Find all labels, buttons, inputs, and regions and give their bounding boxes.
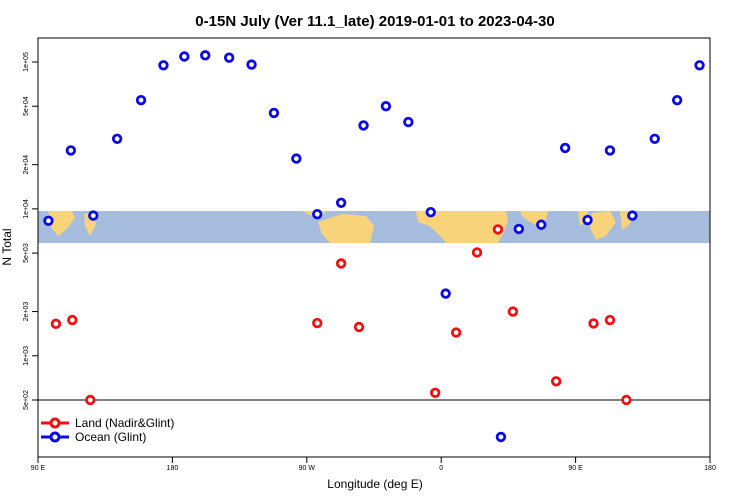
land-point-6	[430, 387, 441, 398]
ocean-point-26	[649, 133, 660, 145]
land-point-3	[312, 317, 323, 329]
x-tick-label-0: 90 E	[31, 465, 46, 472]
land-point-12	[588, 318, 599, 329]
ocean-point-16	[403, 116, 414, 128]
land-point-14	[621, 394, 632, 406]
ocean-point-28	[694, 60, 705, 71]
ocean-point-25	[627, 210, 638, 221]
x-tick-label-5: 180	[704, 465, 716, 472]
x-axis-label: Longitude (deg E)	[327, 477, 422, 491]
land-point-8	[471, 247, 483, 258]
legend-marker-ocean	[49, 431, 61, 443]
ocean-point-15	[380, 101, 392, 112]
ocean-point-17	[425, 206, 436, 218]
ocean-point-20	[513, 223, 525, 235]
ocean-point-1	[65, 145, 77, 156]
ocean-point-19	[495, 431, 507, 443]
ocean-point-0	[43, 215, 54, 226]
legend-label-land: Land (Nadir&Glint)	[75, 416, 174, 430]
y-tick-label-2: 2e+03	[23, 302, 30, 322]
y-tick-label-0: 5e+02	[23, 390, 30, 410]
ocean-point-22	[559, 142, 571, 154]
ocean-point-9	[246, 59, 257, 70]
ocean-point-23	[582, 214, 593, 226]
land-southeast-asia	[590, 211, 616, 240]
ocean-point-27	[671, 94, 683, 106]
ocean-point-24	[604, 145, 616, 156]
ocean-point-8	[223, 52, 235, 63]
chart-title: 0-15N July (Ver 11.1_late) 2019-01-01 to…	[195, 13, 554, 30]
land-point-11	[550, 376, 562, 387]
y-tick-label-4: 1e+04	[23, 199, 30, 219]
ocean-point-21	[536, 219, 547, 230]
x-tick-label-4: 90 E	[568, 465, 583, 472]
y-tick-label-6: 5e+04	[23, 96, 30, 116]
data-points	[43, 50, 705, 443]
land-borneo-sumatra	[48, 211, 75, 236]
land-point-4	[335, 258, 347, 269]
y-tick-label-5: 2e+04	[23, 155, 30, 175]
x-tick-label-1: 180	[167, 465, 179, 472]
ocean-point-6	[179, 51, 190, 62]
land-point-1	[67, 314, 78, 326]
y-tick-label-7: 1e+05	[23, 52, 30, 72]
land-point-5	[353, 321, 365, 333]
legend-marker-land	[49, 417, 61, 429]
x-tick-label-2: 90 W	[299, 465, 316, 472]
x-tick-label-3: 0	[439, 465, 443, 472]
y-tick-label-1: 1e+03	[23, 346, 30, 366]
ocean-point-5	[158, 60, 169, 71]
legend-label-ocean: Ocean (Glint)	[75, 430, 146, 444]
ocean-point-14	[358, 120, 369, 131]
land-point-2	[85, 394, 96, 406]
ocean-point-4	[135, 94, 147, 106]
y-axis-label: N Total	[0, 228, 14, 265]
ocean-point-18	[440, 288, 451, 299]
land-south-america	[318, 214, 374, 243]
land-africa	[416, 211, 508, 243]
ocean-point-11	[291, 153, 302, 164]
land-point-9	[492, 224, 504, 235]
ocean-point-12	[312, 209, 323, 220]
map-band	[38, 211, 710, 243]
y-tick-label-3: 5e+03	[23, 243, 30, 263]
land-point-13	[604, 314, 616, 326]
ocean-point-2	[88, 210, 99, 221]
ocean-point-3	[111, 133, 123, 145]
y-axis: 5e+02 1e+03 2e+03 5e+03 1e+04 2e+04 5e+04 1e+05	[23, 52, 38, 410]
x-axis: 90 E 180 90 W 0 90 E 180	[31, 457, 716, 472]
land-point-0	[50, 318, 62, 330]
land-point-7	[450, 327, 462, 338]
ocean-point-7	[200, 50, 211, 61]
land-point-10	[507, 306, 519, 317]
plot-frame	[37, 37, 711, 458]
ocean-point-10	[268, 107, 280, 119]
ocean-point-13	[335, 197, 347, 209]
legend: Land (Nadir&Glint) Ocean (Glint)	[41, 416, 174, 444]
